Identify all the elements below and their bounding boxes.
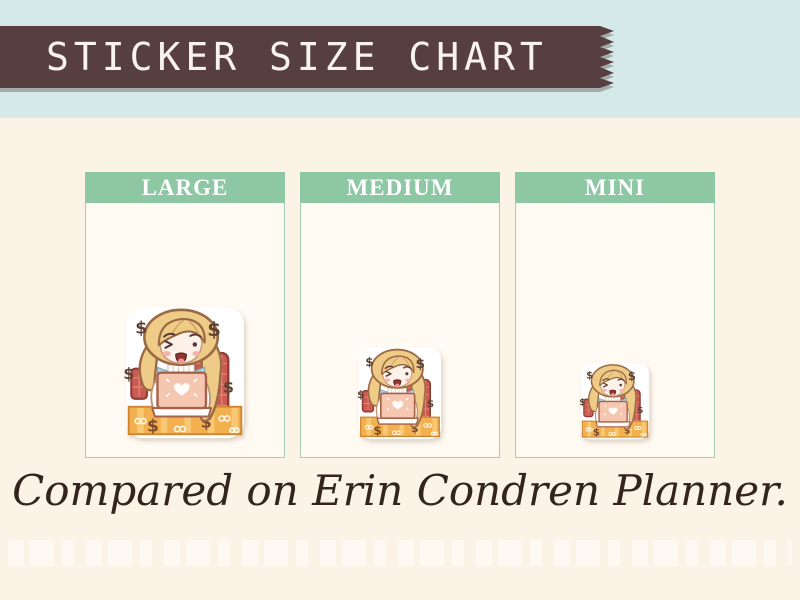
sticker-preview-medium [354, 345, 446, 441]
size-column-mini: MINI [515, 172, 715, 458]
size-column-medium: MEDIUM [300, 172, 500, 458]
title-banner: STICKER SIZE CHART [0, 26, 614, 88]
sticker-preview-large [120, 303, 251, 441]
watermark [8, 540, 792, 566]
column-header-mini: MINI [515, 172, 715, 203]
size-column-large: LARGE [85, 172, 285, 458]
column-label-medium: MEDIUM [346, 174, 454, 200]
column-label-large: LARGE [141, 174, 229, 200]
column-label-mini: MINI [584, 174, 646, 200]
column-header-large: LARGE [85, 172, 285, 203]
top-strip: STICKER SIZE CHART [0, 0, 800, 118]
column-header-medium: MEDIUM [300, 172, 500, 203]
sticker-preview-mini [577, 361, 652, 441]
banner-wrap: STICKER SIZE CHART [0, 26, 614, 88]
comparison-caption: Compared on Erin Condren Planner. [12, 466, 788, 515]
page-title: STICKER SIZE CHART [46, 35, 548, 79]
